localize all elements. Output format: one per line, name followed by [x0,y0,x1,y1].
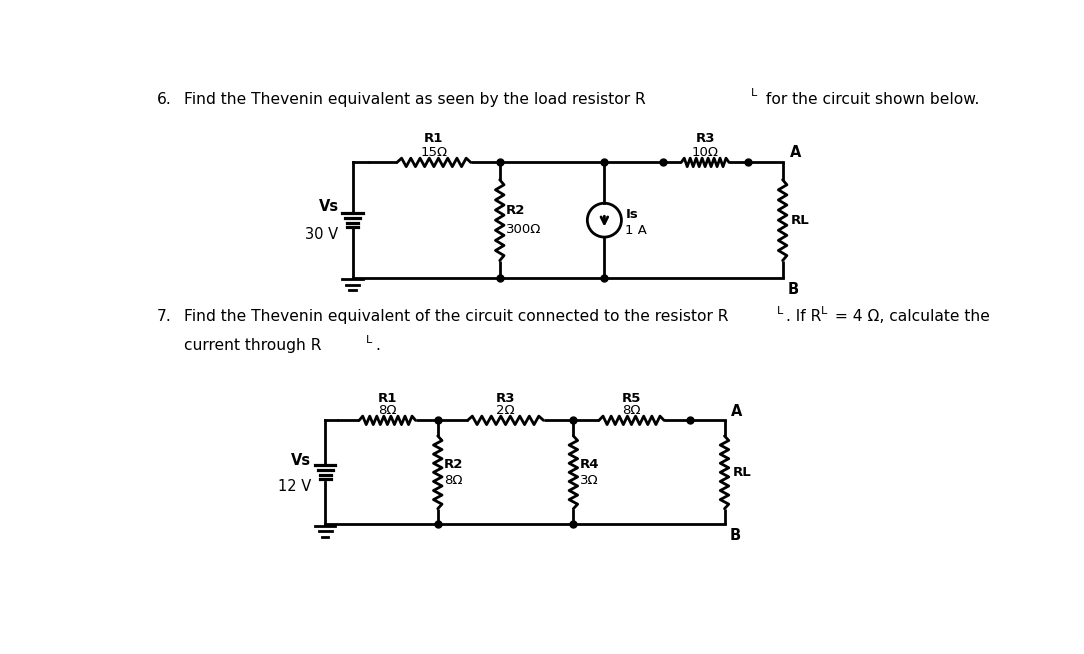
Text: RL: RL [790,214,809,227]
Text: R4: R4 [580,458,599,471]
Text: L: L [821,305,827,316]
Text: R5: R5 [622,392,642,405]
Text: 15Ω: 15Ω [421,146,448,158]
Text: R1: R1 [424,133,443,145]
Text: 10Ω: 10Ω [692,146,719,158]
Text: L: L [365,335,372,345]
Text: 8Ω: 8Ω [378,404,397,417]
Text: 7.: 7. [157,309,172,324]
Text: current through R: current through R [183,338,321,353]
Text: 30 V: 30 V [306,226,338,241]
Text: R3: R3 [695,133,714,145]
Text: 300Ω: 300Ω [506,223,541,236]
Text: Find the Thevenin equivalent of the circuit connected to the resistor R: Find the Thevenin equivalent of the circ… [183,309,728,324]
Text: = 4 Ω, calculate the: = 4 Ω, calculate the [830,309,990,324]
Text: Find the Thevenin equivalent as seen by the load resistor R: Find the Thevenin equivalent as seen by … [183,92,645,107]
Text: R2: R2 [506,205,526,217]
Text: RL: RL [733,466,751,479]
Text: L: L [777,305,784,316]
Text: 12 V: 12 V [279,479,311,494]
Text: R3: R3 [495,392,515,405]
Text: 8Ω: 8Ω [622,404,641,417]
Text: . If R: . If R [787,309,822,324]
Text: 6.: 6. [157,92,172,107]
Text: R1: R1 [377,392,397,405]
Text: for the circuit shown below.: for the circuit shown below. [761,92,979,107]
Text: Is: Is [625,208,638,221]
Text: 1 A: 1 A [625,224,647,237]
Text: L: L [750,88,757,99]
Text: R2: R2 [444,458,463,471]
Text: Vs: Vs [319,199,338,214]
Text: B: B [788,282,799,297]
Text: .: . [375,338,379,353]
Text: A: A [789,145,801,160]
Text: B: B [730,528,741,543]
Text: 8Ω: 8Ω [444,473,463,487]
Text: 2Ω: 2Ω [496,404,515,417]
Text: 3Ω: 3Ω [580,473,598,487]
Text: A: A [731,404,743,419]
Text: Vs: Vs [292,453,311,468]
